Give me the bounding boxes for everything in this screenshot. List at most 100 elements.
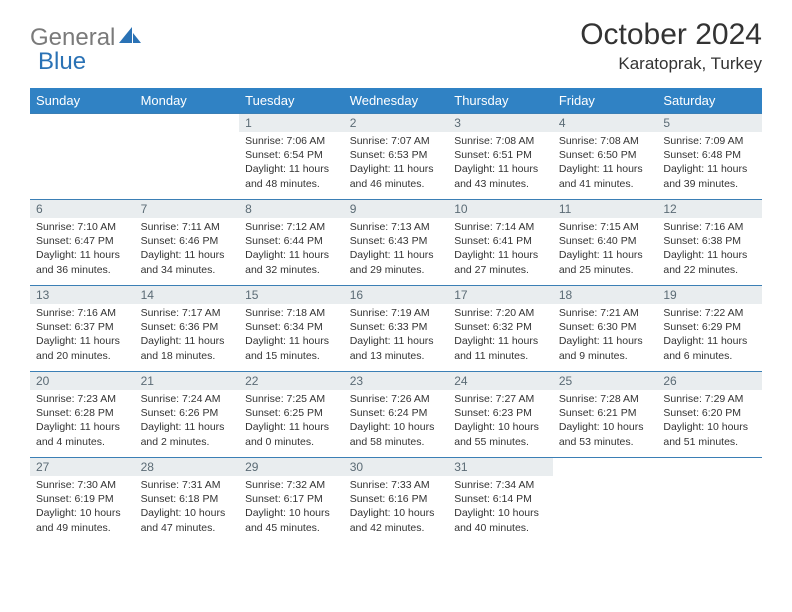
calendar-day-cell: 2Sunrise: 7:07 AMSunset: 6:53 PMDaylight… bbox=[344, 114, 449, 200]
day-details: Sunrise: 7:06 AMSunset: 6:54 PMDaylight:… bbox=[239, 132, 344, 195]
day-details: Sunrise: 7:08 AMSunset: 6:51 PMDaylight:… bbox=[448, 132, 553, 195]
sunrise-text: Sunrise: 7:21 AM bbox=[559, 306, 652, 320]
weekday-header: Saturday bbox=[657, 88, 762, 114]
sunset-text: Sunset: 6:20 PM bbox=[663, 406, 756, 420]
day-number: 27 bbox=[30, 458, 135, 476]
daylight-text: Daylight: 11 hours and 22 minutes. bbox=[663, 248, 756, 276]
weekday-header-row: SundayMondayTuesdayWednesdayThursdayFrid… bbox=[30, 88, 762, 114]
daylight-text: Daylight: 11 hours and 32 minutes. bbox=[245, 248, 338, 276]
day-number: 2 bbox=[344, 114, 449, 132]
sunset-text: Sunset: 6:43 PM bbox=[350, 234, 443, 248]
daylight-text: Daylight: 10 hours and 40 minutes. bbox=[454, 506, 547, 534]
sunrise-text: Sunrise: 7:14 AM bbox=[454, 220, 547, 234]
sunset-text: Sunset: 6:50 PM bbox=[559, 148, 652, 162]
sunset-text: Sunset: 6:51 PM bbox=[454, 148, 547, 162]
calendar-day-cell: 10Sunrise: 7:14 AMSunset: 6:41 PMDayligh… bbox=[448, 200, 553, 286]
calendar-day-cell: 1Sunrise: 7:06 AMSunset: 6:54 PMDaylight… bbox=[239, 114, 344, 200]
daylight-text: Daylight: 11 hours and 20 minutes. bbox=[36, 334, 129, 362]
day-details: Sunrise: 7:34 AMSunset: 6:14 PMDaylight:… bbox=[448, 476, 553, 539]
day-details: Sunrise: 7:08 AMSunset: 6:50 PMDaylight:… bbox=[553, 132, 658, 195]
sunrise-text: Sunrise: 7:08 AM bbox=[559, 134, 652, 148]
month-title: October 2024 bbox=[580, 18, 762, 52]
day-details: Sunrise: 7:14 AMSunset: 6:41 PMDaylight:… bbox=[448, 218, 553, 281]
sunrise-text: Sunrise: 7:30 AM bbox=[36, 478, 129, 492]
day-details: Sunrise: 7:23 AMSunset: 6:28 PMDaylight:… bbox=[30, 390, 135, 453]
sunset-text: Sunset: 6:17 PM bbox=[245, 492, 338, 506]
calendar-day-cell: 31Sunrise: 7:34 AMSunset: 6:14 PMDayligh… bbox=[448, 458, 553, 544]
sunset-text: Sunset: 6:44 PM bbox=[245, 234, 338, 248]
day-details: Sunrise: 7:16 AMSunset: 6:38 PMDaylight:… bbox=[657, 218, 762, 281]
day-details: Sunrise: 7:16 AMSunset: 6:37 PMDaylight:… bbox=[30, 304, 135, 367]
day-details: Sunrise: 7:28 AMSunset: 6:21 PMDaylight:… bbox=[553, 390, 658, 453]
day-details: Sunrise: 7:26 AMSunset: 6:24 PMDaylight:… bbox=[344, 390, 449, 453]
day-number: 3 bbox=[448, 114, 553, 132]
calendar-week-row: 13Sunrise: 7:16 AMSunset: 6:37 PMDayligh… bbox=[30, 286, 762, 372]
day-number: 19 bbox=[657, 286, 762, 304]
sunset-text: Sunset: 6:46 PM bbox=[141, 234, 234, 248]
calendar-day-cell: 18Sunrise: 7:21 AMSunset: 6:30 PMDayligh… bbox=[553, 286, 658, 372]
sunrise-text: Sunrise: 7:19 AM bbox=[350, 306, 443, 320]
day-details: Sunrise: 7:32 AMSunset: 6:17 PMDaylight:… bbox=[239, 476, 344, 539]
sunrise-text: Sunrise: 7:08 AM bbox=[454, 134, 547, 148]
sunset-text: Sunset: 6:26 PM bbox=[141, 406, 234, 420]
daylight-text: Daylight: 11 hours and 25 minutes. bbox=[559, 248, 652, 276]
sunset-text: Sunset: 6:18 PM bbox=[141, 492, 234, 506]
location: Karatoprak, Turkey bbox=[580, 54, 762, 74]
day-details: Sunrise: 7:33 AMSunset: 6:16 PMDaylight:… bbox=[344, 476, 449, 539]
day-details: Sunrise: 7:30 AMSunset: 6:19 PMDaylight:… bbox=[30, 476, 135, 539]
weekday-header: Sunday bbox=[30, 88, 135, 114]
daylight-text: Daylight: 11 hours and 4 minutes. bbox=[36, 420, 129, 448]
sunrise-text: Sunrise: 7:16 AM bbox=[663, 220, 756, 234]
sunset-text: Sunset: 6:16 PM bbox=[350, 492, 443, 506]
sunset-text: Sunset: 6:30 PM bbox=[559, 320, 652, 334]
daylight-text: Daylight: 11 hours and 11 minutes. bbox=[454, 334, 547, 362]
calendar-day-cell: 9Sunrise: 7:13 AMSunset: 6:43 PMDaylight… bbox=[344, 200, 449, 286]
calendar-table: SundayMondayTuesdayWednesdayThursdayFrid… bbox=[30, 88, 762, 544]
day-number: 25 bbox=[553, 372, 658, 390]
daylight-text: Daylight: 11 hours and 13 minutes. bbox=[350, 334, 443, 362]
daylight-text: Daylight: 10 hours and 47 minutes. bbox=[141, 506, 234, 534]
day-details: Sunrise: 7:12 AMSunset: 6:44 PMDaylight:… bbox=[239, 218, 344, 281]
sunset-text: Sunset: 6:21 PM bbox=[559, 406, 652, 420]
sunset-text: Sunset: 6:53 PM bbox=[350, 148, 443, 162]
sunrise-text: Sunrise: 7:18 AM bbox=[245, 306, 338, 320]
daylight-text: Daylight: 11 hours and 9 minutes. bbox=[559, 334, 652, 362]
sunrise-text: Sunrise: 7:23 AM bbox=[36, 392, 129, 406]
sunrise-text: Sunrise: 7:27 AM bbox=[454, 392, 547, 406]
weekday-header: Thursday bbox=[448, 88, 553, 114]
calendar-day-cell: 20Sunrise: 7:23 AMSunset: 6:28 PMDayligh… bbox=[30, 372, 135, 458]
daylight-text: Daylight: 11 hours and 39 minutes. bbox=[663, 162, 756, 190]
daylight-text: Daylight: 11 hours and 6 minutes. bbox=[663, 334, 756, 362]
sunrise-text: Sunrise: 7:32 AM bbox=[245, 478, 338, 492]
sunrise-text: Sunrise: 7:11 AM bbox=[141, 220, 234, 234]
day-number: 6 bbox=[30, 200, 135, 218]
day-number: 9 bbox=[344, 200, 449, 218]
day-number: 12 bbox=[657, 200, 762, 218]
daylight-text: Daylight: 10 hours and 49 minutes. bbox=[36, 506, 129, 534]
sunrise-text: Sunrise: 7:10 AM bbox=[36, 220, 129, 234]
calendar-day-cell: 24Sunrise: 7:27 AMSunset: 6:23 PMDayligh… bbox=[448, 372, 553, 458]
calendar-day-cell: 11Sunrise: 7:15 AMSunset: 6:40 PMDayligh… bbox=[553, 200, 658, 286]
sunset-text: Sunset: 6:29 PM bbox=[663, 320, 756, 334]
calendar-day-cell: 5Sunrise: 7:09 AMSunset: 6:48 PMDaylight… bbox=[657, 114, 762, 200]
sunrise-text: Sunrise: 7:25 AM bbox=[245, 392, 338, 406]
day-details: Sunrise: 7:21 AMSunset: 6:30 PMDaylight:… bbox=[553, 304, 658, 367]
day-number: 31 bbox=[448, 458, 553, 476]
daylight-text: Daylight: 11 hours and 27 minutes. bbox=[454, 248, 547, 276]
sunrise-text: Sunrise: 7:20 AM bbox=[454, 306, 547, 320]
sunrise-text: Sunrise: 7:31 AM bbox=[141, 478, 234, 492]
daylight-text: Daylight: 11 hours and 15 minutes. bbox=[245, 334, 338, 362]
day-details: Sunrise: 7:13 AMSunset: 6:43 PMDaylight:… bbox=[344, 218, 449, 281]
sunset-text: Sunset: 6:54 PM bbox=[245, 148, 338, 162]
day-details: Sunrise: 7:22 AMSunset: 6:29 PMDaylight:… bbox=[657, 304, 762, 367]
day-details: Sunrise: 7:18 AMSunset: 6:34 PMDaylight:… bbox=[239, 304, 344, 367]
daylight-text: Daylight: 11 hours and 34 minutes. bbox=[141, 248, 234, 276]
day-details: Sunrise: 7:27 AMSunset: 6:23 PMDaylight:… bbox=[448, 390, 553, 453]
daylight-text: Daylight: 11 hours and 43 minutes. bbox=[454, 162, 547, 190]
day-details: Sunrise: 7:09 AMSunset: 6:48 PMDaylight:… bbox=[657, 132, 762, 195]
day-details: Sunrise: 7:10 AMSunset: 6:47 PMDaylight:… bbox=[30, 218, 135, 281]
daylight-text: Daylight: 11 hours and 18 minutes. bbox=[141, 334, 234, 362]
daylight-text: Daylight: 11 hours and 29 minutes. bbox=[350, 248, 443, 276]
calendar-day-cell: .. bbox=[553, 458, 658, 544]
sunset-text: Sunset: 6:19 PM bbox=[36, 492, 129, 506]
